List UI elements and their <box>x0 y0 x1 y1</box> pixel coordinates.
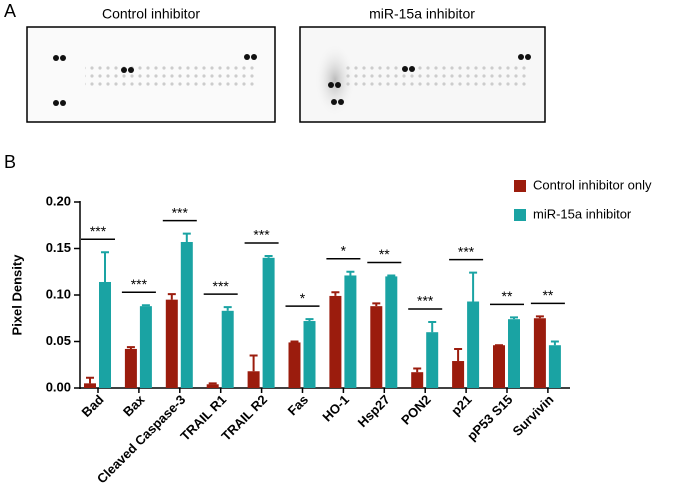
blot-image <box>26 26 276 123</box>
significance-label: *** <box>172 204 189 220</box>
error-bar <box>346 270 355 276</box>
error-bar <box>387 274 396 277</box>
bar <box>370 306 383 388</box>
bar <box>426 332 439 388</box>
error-bar <box>86 376 94 384</box>
legend-label: miR-15a inhibitor <box>533 206 632 221</box>
error-bar <box>208 382 217 385</box>
significance-label: *** <box>458 243 475 259</box>
y-axis-label: Pixel Density <box>9 254 24 336</box>
bar <box>180 241 193 388</box>
error-bar <box>413 367 422 373</box>
x-tick-label: Bad <box>79 392 107 420</box>
y-tick-label: 0.10 <box>46 286 71 301</box>
significance-label: * <box>341 242 347 258</box>
x-tick-label: Bax <box>120 391 148 419</box>
x-tick-label: Survivin <box>510 392 557 439</box>
error-bar <box>182 232 191 242</box>
bar <box>467 301 480 388</box>
bar <box>221 310 234 388</box>
blot-image <box>299 26 546 123</box>
y-tick-label: 0.05 <box>46 333 71 348</box>
significance-label: *** <box>253 227 270 243</box>
y-tick-label: 0.20 <box>46 193 71 208</box>
y-tick-label: 0.15 <box>46 240 71 255</box>
significance-label: *** <box>417 293 434 309</box>
x-tick-label: PON2 <box>398 392 434 428</box>
panel-label: B <box>4 152 16 172</box>
error-bar <box>428 320 437 333</box>
bar <box>344 275 357 388</box>
x-tick-label: Hsp27 <box>355 392 393 430</box>
bar <box>329 295 342 388</box>
error-bar <box>223 306 232 311</box>
significance-label: ** <box>542 287 553 303</box>
significance-label: ** <box>502 288 513 304</box>
error-bar <box>469 271 478 302</box>
y-tick-label: 0.00 <box>46 379 71 394</box>
bar <box>139 306 152 388</box>
significance-label: * <box>300 290 306 306</box>
error-bar <box>305 318 314 322</box>
significance-label: *** <box>131 276 148 292</box>
error-bar <box>249 354 258 372</box>
error-bar <box>331 291 340 296</box>
panel-label: A <box>4 1 16 21</box>
x-tick-label: HO-1 <box>319 392 352 425</box>
x-tick-label: Fas <box>285 392 311 418</box>
bar <box>508 319 520 388</box>
blot-title: miR-15a inhibitor <box>369 6 475 22</box>
error-bar <box>535 315 544 319</box>
bar <box>385 276 398 388</box>
bar <box>303 321 316 388</box>
bar <box>493 345 505 388</box>
error-bar <box>167 293 176 300</box>
bar <box>124 348 137 388</box>
bar <box>533 318 546 388</box>
error-bar <box>510 316 518 320</box>
error-bar <box>264 254 273 258</box>
bar <box>452 361 465 388</box>
bar <box>206 384 219 388</box>
error-bar <box>454 347 463 362</box>
bar <box>288 342 301 388</box>
bar <box>411 372 424 388</box>
legend-swatch <box>514 209 526 221</box>
error-bar <box>372 302 381 307</box>
significance-label: *** <box>90 223 107 239</box>
error-bar <box>550 340 559 346</box>
error-bar <box>290 340 299 343</box>
x-tick-label: p21 <box>448 392 474 418</box>
bar <box>548 345 561 388</box>
bar <box>84 383 96 388</box>
bar <box>262 257 275 388</box>
bar <box>247 371 260 388</box>
legend-swatch <box>514 180 526 192</box>
significance-label: ** <box>379 246 390 262</box>
bar <box>99 281 111 388</box>
bar <box>165 299 178 388</box>
error-bar <box>126 346 135 349</box>
error-bar <box>101 251 109 282</box>
legend-label: Control inhibitor only <box>533 177 652 192</box>
significance-label: *** <box>213 278 230 294</box>
blot-title: Control inhibitor <box>102 6 200 22</box>
error-bar <box>141 304 150 307</box>
